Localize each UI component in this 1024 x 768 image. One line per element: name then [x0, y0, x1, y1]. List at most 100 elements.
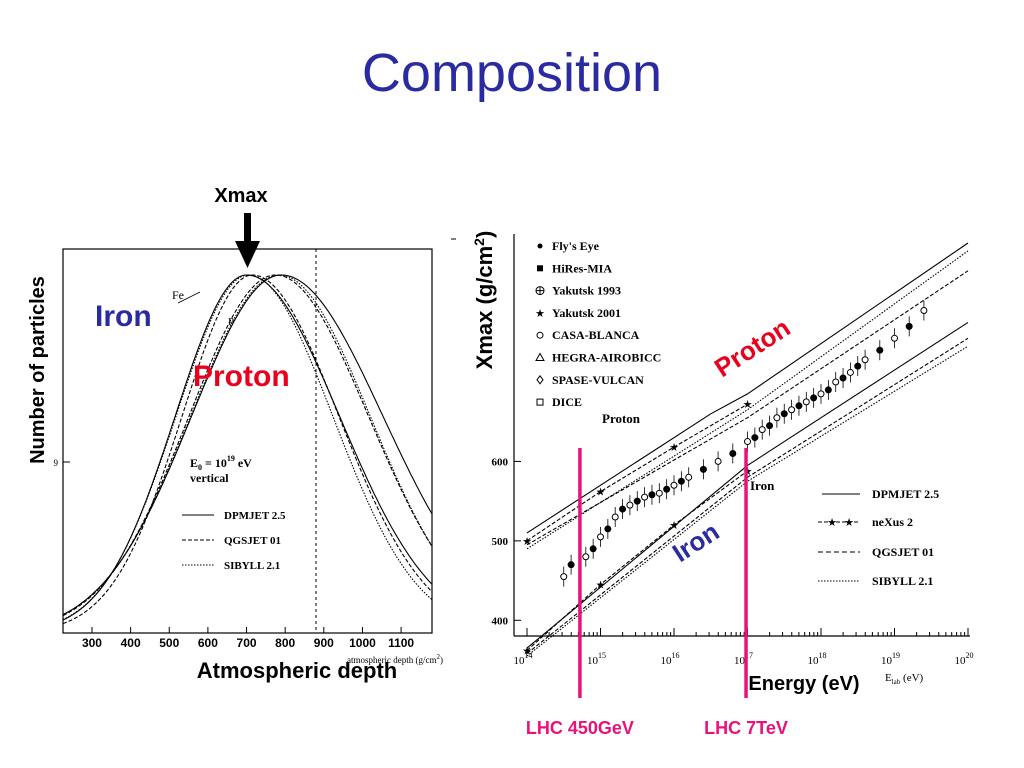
data-point — [604, 525, 612, 533]
left-axis-xlabel: atmospheric depth (g/cm2) — [347, 653, 443, 665]
data-point — [744, 438, 751, 446]
right-data-points — [560, 300, 928, 587]
data-point — [597, 533, 604, 541]
left-plot-frame — [62, 248, 433, 634]
data-point — [567, 561, 575, 569]
svg-text:★: ★ — [844, 517, 854, 529]
model-line-2 — [526, 270, 969, 546]
data-point — [611, 513, 619, 521]
data-point — [766, 422, 774, 430]
right-xtick-label: 1018 — [808, 651, 827, 667]
left-xtick-label: 800 — [275, 636, 295, 650]
legend-entry-7: DICE — [552, 395, 582, 409]
energy-label: E0 = 1019 eV — [190, 454, 252, 472]
data-point — [810, 394, 818, 402]
filled-circle-icon — [537, 243, 543, 249]
data-point — [582, 553, 590, 561]
data-point — [832, 378, 840, 386]
data-point — [824, 386, 832, 394]
data-point — [802, 398, 810, 406]
data-point — [641, 493, 649, 501]
proton-band-label: Proton — [602, 411, 641, 426]
lhc-label-1: LHC 7TeV — [704, 718, 788, 738]
data-point — [861, 356, 869, 364]
legend-label-qgsjet-r: QGSJET 01 — [872, 545, 934, 559]
open-triangle-icon — [535, 352, 545, 361]
left-xtick-label: 1000 — [349, 636, 376, 650]
right-ytick-label: 600 — [492, 456, 509, 468]
data-point — [773, 414, 781, 422]
right-ytick-label: 400 — [492, 615, 509, 627]
right-xtick-label: 1015 — [587, 651, 606, 667]
model-line-7 — [526, 345, 969, 657]
legend-label-dpmjet: DPMJET 2.5 — [224, 510, 286, 522]
left-xtick-label: 900 — [314, 636, 334, 650]
left-curve-1 — [62, 274, 433, 625]
data-point — [648, 491, 656, 499]
proton-label-left: Proton — [193, 360, 290, 393]
left-legend: E0 = 1019 eV vertical DPMJET 2.5 QGSJET … — [182, 454, 286, 572]
legend-entry-6: SPASE-VULCAN — [552, 373, 644, 387]
left-xtick-label: 600 — [198, 636, 218, 650]
legend-entry-3: Yakutsk 2001 — [552, 306, 621, 320]
left-chart: 9 300 400 500 600 700 800 900 1000 1100 atmosphe… — [54, 248, 443, 665]
legend-entry-5: HEGRA-AIROBICC — [552, 351, 661, 365]
right-xtick-label: 1016 — [661, 651, 680, 667]
data-point — [633, 497, 641, 505]
lhc-label-0: LHC 450GeV — [526, 718, 634, 738]
right-xlabel: Energy (eV) — [748, 673, 859, 695]
left-curve-5 — [62, 274, 433, 616]
model-star-marker: ★ — [596, 487, 606, 499]
open-square-icon — [536, 398, 544, 406]
data-point — [589, 545, 597, 553]
right-xtick-label: 1017 — [734, 651, 753, 667]
data-point — [839, 374, 847, 382]
iron-label-left: Iron — [95, 300, 152, 333]
legend-entry-2: Yakutsk 1993 — [552, 284, 621, 298]
data-point — [751, 434, 759, 442]
right-xtick-label: 1019 — [881, 651, 900, 667]
model-star-marker: ★ — [743, 399, 753, 411]
right-legend-experiments: Fly's Eye HiRes-MIA Yakutsk 1993 ★ Yakutsk 2… — [535, 239, 661, 409]
lhc-lines: LHC 450GeV LHC 7TeV — [526, 448, 788, 738]
right-ytick-label: 500 — [492, 536, 509, 548]
left-xtick-label: 1100 — [388, 636, 414, 650]
vertical-label: vertical — [190, 471, 229, 485]
model-line-5 — [526, 470, 748, 651]
right-yticks: 400 500 600 — [492, 456, 521, 627]
data-point — [891, 334, 898, 342]
model-line-1 — [526, 403, 748, 542]
filled-square-icon — [537, 265, 543, 272]
model-star-marker: ★ — [522, 645, 532, 657]
left-curves — [62, 274, 433, 625]
right-legend-models: ★ ★ DPMJET 2.5 neXus 2 QGSJET 01 SIBYLL … — [818, 487, 939, 588]
legend-label-nexus-r: neXus 2 — [872, 515, 913, 529]
model-star-marker: ★ — [669, 520, 679, 532]
data-point — [846, 368, 854, 376]
left-xtick-label: 500 — [159, 636, 179, 650]
svg-text:★: ★ — [535, 308, 545, 320]
data-point — [795, 402, 803, 410]
data-point — [626, 501, 634, 509]
svg-text:★: ★ — [827, 517, 837, 529]
slide-title: Composition — [361, 43, 663, 103]
data-point — [876, 346, 884, 354]
legend-label-sibyll-r: SIBYLL 2.1 — [872, 574, 933, 588]
data-point — [677, 477, 685, 485]
data-point — [670, 481, 678, 489]
data-point — [817, 390, 825, 398]
data-point — [699, 465, 707, 473]
left-xtick-label: 400 — [121, 636, 141, 650]
model-line-0 — [526, 242, 969, 534]
model-star-marker: ★ — [522, 536, 532, 548]
down-arrow-icon — [235, 213, 260, 268]
right-axis-xlabel: Elab (eV) — [885, 672, 924, 686]
left-ytick-label: 9 — [54, 458, 59, 468]
left-xtick-label: 700 — [237, 636, 257, 650]
left-xtick-label: 300 — [82, 636, 102, 650]
right-xticks: 1014 1015 1016 1017 1018 1019 1020 — [514, 628, 974, 667]
left-ylabel: Number of particles — [27, 276, 49, 464]
data-point — [780, 410, 788, 418]
